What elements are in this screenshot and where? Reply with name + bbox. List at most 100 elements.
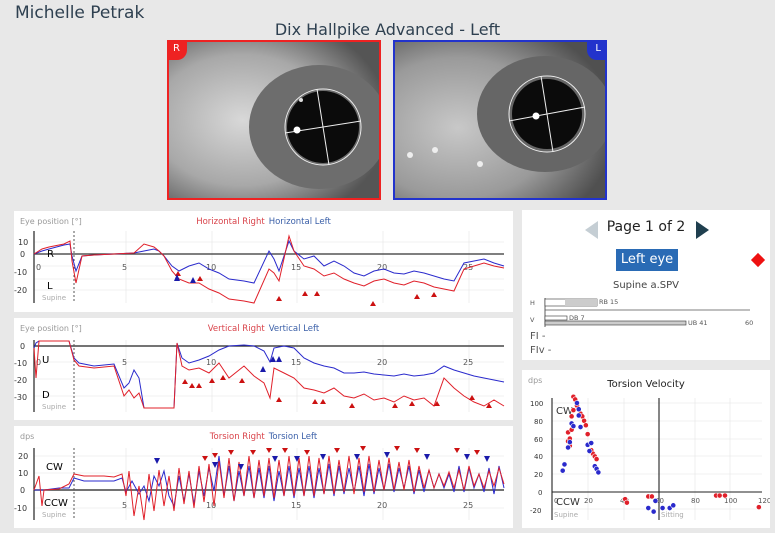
scatter-point bbox=[566, 439, 573, 446]
svg-text:5: 5 bbox=[122, 263, 127, 272]
left-eye-video: L bbox=[393, 40, 607, 200]
v-plot[interactable]: 0 -10 -20 -30 0 5 10 15 20 25 U D Supine bbox=[14, 318, 513, 420]
svg-text:20: 20 bbox=[377, 263, 387, 272]
svg-text:-20: -20 bbox=[530, 507, 541, 515]
scatter-point bbox=[624, 499, 630, 506]
v-legend: Vertical Right Vertical Left bbox=[14, 324, 513, 334]
scatter-point bbox=[645, 505, 652, 511]
scatter-point bbox=[561, 461, 568, 468]
horizontal-position-chart: Eye position [°] Horizontal Right Horizon… bbox=[14, 211, 513, 312]
scatter-point bbox=[586, 448, 593, 454]
t-plot[interactable]: 20 10 0 -10 5 10 15 20 25 CW CCW Supine bbox=[14, 426, 513, 528]
h-legend-right: Horizontal Right bbox=[196, 217, 265, 227]
svg-text:15: 15 bbox=[291, 263, 301, 272]
torsion-chart: dps Torsion Right Torsion Left 20 10 0 -10 5… bbox=[14, 426, 513, 528]
svg-text:0: 0 bbox=[20, 342, 25, 351]
scatter-point bbox=[568, 413, 575, 420]
tv-supine-label: Supine bbox=[554, 511, 578, 519]
fi-label: FI - bbox=[530, 331, 546, 342]
next-page-button[interactable] bbox=[696, 221, 709, 239]
right-eye-tag: R bbox=[169, 42, 187, 60]
h-upper-label: R bbox=[47, 249, 54, 260]
scatter-point bbox=[575, 412, 582, 419]
v-legend-left: Vertical Left bbox=[268, 324, 320, 334]
vertical-position-chart: Eye position [°] Vertical Right Vertical … bbox=[14, 318, 513, 420]
scatter-point bbox=[575, 406, 582, 413]
scatter-point bbox=[593, 456, 600, 462]
scatter-point bbox=[584, 431, 591, 438]
h-bar-value: RB 15 bbox=[599, 298, 619, 306]
scatter-point bbox=[577, 424, 584, 430]
scatter-point bbox=[570, 423, 577, 430]
svg-text:10: 10 bbox=[206, 263, 216, 272]
svg-text:60: 60 bbox=[655, 497, 664, 505]
tv-lower-label: CCW bbox=[556, 497, 580, 508]
svg-text:5: 5 bbox=[122, 501, 127, 510]
v-bar-value-small: DB 7 bbox=[569, 314, 585, 322]
svg-text:20: 20 bbox=[18, 452, 28, 461]
scatter-point bbox=[716, 492, 723, 499]
svg-text:0: 0 bbox=[20, 486, 25, 495]
h-legend: Horizontal Right Horizontal Left bbox=[14, 217, 513, 227]
scale-max: 60 bbox=[745, 319, 754, 327]
scatter-point bbox=[722, 492, 728, 499]
right-eye-video: R bbox=[167, 40, 381, 200]
spv-bars bbox=[544, 298, 750, 327]
svg-text:20: 20 bbox=[534, 471, 543, 479]
t-legend: Torsion Right Torsion Left bbox=[14, 432, 513, 442]
svg-text:10: 10 bbox=[18, 469, 28, 478]
svg-text:-10: -10 bbox=[14, 268, 27, 277]
page-indicator: Page 1 of 2 bbox=[606, 219, 686, 235]
scatter-point bbox=[582, 422, 589, 429]
spv-title: Supine a.SPV bbox=[612, 280, 679, 291]
svg-text:0: 0 bbox=[554, 497, 558, 505]
tv-title: Torsion Velocity bbox=[607, 379, 685, 390]
summary-panel: Page 1 of 2 Left eye Supine a.SPV H V RB… bbox=[522, 210, 770, 360]
scatter-point bbox=[588, 440, 595, 446]
svg-text:25: 25 bbox=[463, 358, 473, 367]
t-ylabel: dps bbox=[20, 432, 35, 441]
h-bar-label: H bbox=[530, 299, 535, 307]
svg-text:0: 0 bbox=[20, 250, 25, 259]
svg-text:20: 20 bbox=[377, 501, 387, 510]
tv-ylabel: dps bbox=[528, 376, 543, 385]
scatter-point bbox=[670, 502, 677, 509]
left-eye-button[interactable]: Left eye bbox=[616, 249, 678, 271]
v-bar-label: V bbox=[530, 316, 535, 324]
scatter-point bbox=[574, 400, 580, 406]
v-ylabel: Eye position [°] bbox=[20, 324, 82, 333]
h-ylabel: Eye position [°] bbox=[20, 217, 82, 226]
fiv-label: FIv - bbox=[530, 345, 552, 356]
svg-text:25: 25 bbox=[463, 501, 473, 510]
svg-text:40: 40 bbox=[534, 453, 543, 461]
svg-text:-10: -10 bbox=[14, 504, 27, 513]
h-legend-left: Horizontal Left bbox=[268, 217, 331, 227]
svg-text:80: 80 bbox=[534, 418, 543, 426]
left-eye-image bbox=[395, 42, 605, 198]
svg-text:-30: -30 bbox=[14, 393, 27, 402]
scatter-point bbox=[565, 444, 571, 451]
scatter-point bbox=[755, 504, 762, 511]
patient-name: Michelle Petrak bbox=[15, 3, 145, 23]
svg-text:10: 10 bbox=[206, 358, 216, 367]
scatter-point bbox=[652, 497, 659, 504]
previous-page-button[interactable] bbox=[585, 221, 598, 239]
svg-text:-20: -20 bbox=[14, 376, 27, 385]
v-upper-label: U bbox=[42, 355, 49, 366]
h-plot[interactable]: 100-10-20 0 5 10 15 20 25 R L Supine bbox=[14, 211, 513, 312]
svg-text:100: 100 bbox=[530, 400, 543, 408]
svg-text:5: 5 bbox=[122, 358, 127, 367]
svg-text:15: 15 bbox=[291, 501, 301, 510]
t-legend-right: Torsion Right bbox=[209, 432, 265, 442]
left-eye-tag: L bbox=[587, 42, 605, 60]
t-legend-left: Torsion Left bbox=[268, 432, 318, 442]
svg-text:20: 20 bbox=[584, 497, 593, 505]
svg-text:10: 10 bbox=[18, 238, 28, 247]
scatter-point bbox=[570, 407, 577, 414]
v-legend-right: Vertical Right bbox=[207, 324, 265, 334]
tv-sitting-label: Sitting bbox=[661, 511, 684, 519]
scatter-point bbox=[648, 493, 655, 500]
svg-text:10: 10 bbox=[206, 501, 216, 510]
svg-text:80: 80 bbox=[691, 497, 700, 505]
